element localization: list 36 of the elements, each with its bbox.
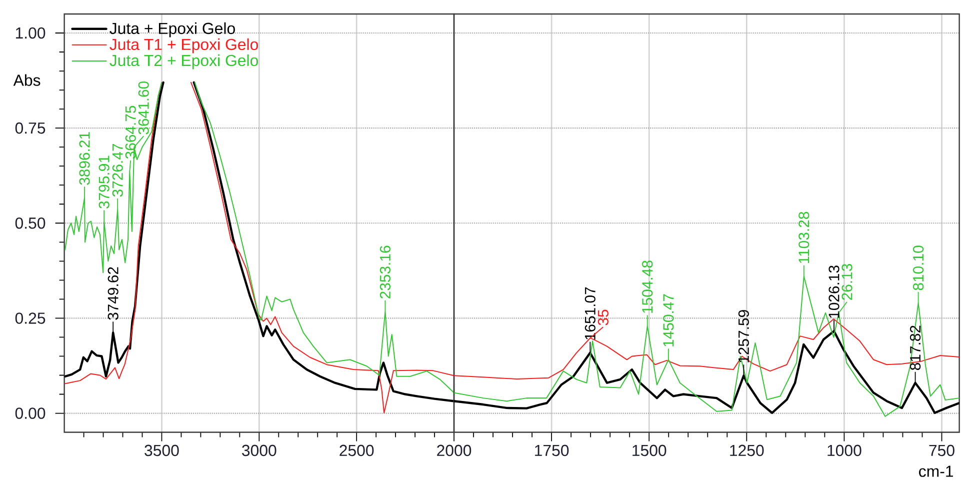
x-tick-label: 3500 — [144, 444, 179, 456]
annotation: 3896.21 — [79, 132, 90, 185]
annotation: 1504.48 — [642, 260, 653, 313]
annotation: 35 — [598, 310, 608, 326]
y-tick-label: 0.75 — [15, 122, 46, 134]
x-tick-label: 750 — [929, 444, 954, 456]
x-tick-label: 3000 — [242, 444, 276, 456]
x-axis-title: cm-1 — [919, 466, 953, 477]
annotation: 1651.07 — [584, 287, 596, 340]
annotation: 3641.60 — [138, 81, 149, 134]
annotation: 1450.47 — [663, 294, 674, 346]
annotation: 3726.47 — [112, 144, 123, 197]
annotation: 26.13 — [842, 264, 852, 300]
y-tick-label: 0.50 — [15, 217, 46, 229]
y-tick-label: 1.00 — [16, 27, 46, 39]
legend-label: Juta T2 + Epoxi Gelo — [110, 54, 258, 70]
legend-label: Juta + Epoxi Gelo — [110, 22, 235, 38]
annotation: 3795.91 — [98, 156, 110, 208]
x-tick-label: 2500 — [340, 444, 374, 456]
x-tick-label: 1250 — [730, 444, 764, 456]
y-axis-title: Abs — [13, 74, 40, 86]
x-tick-label: 1750 — [535, 444, 569, 456]
y-tick-label: 0.25 — [15, 312, 46, 324]
x-tick-label: 1500 — [632, 444, 666, 456]
x-tick-label: 1000 — [828, 444, 862, 456]
annotation: 817.82 — [910, 326, 921, 370]
annotation: 1257.59 — [738, 310, 749, 362]
x-tick-label: 2000 — [437, 444, 472, 456]
legend-label: Juta T1 + Epoxi Gelo — [110, 38, 258, 54]
y-tick-label: 0.00 — [15, 408, 46, 419]
annotation: 3664.75 — [125, 106, 136, 159]
annotation: 810.10 — [913, 246, 924, 290]
annotation: 2353.16 — [380, 246, 390, 298]
annotation: 1103.28 — [798, 212, 810, 264]
annotation: 3749.62 — [108, 267, 118, 320]
annotation: 1026.13 — [828, 266, 840, 318]
